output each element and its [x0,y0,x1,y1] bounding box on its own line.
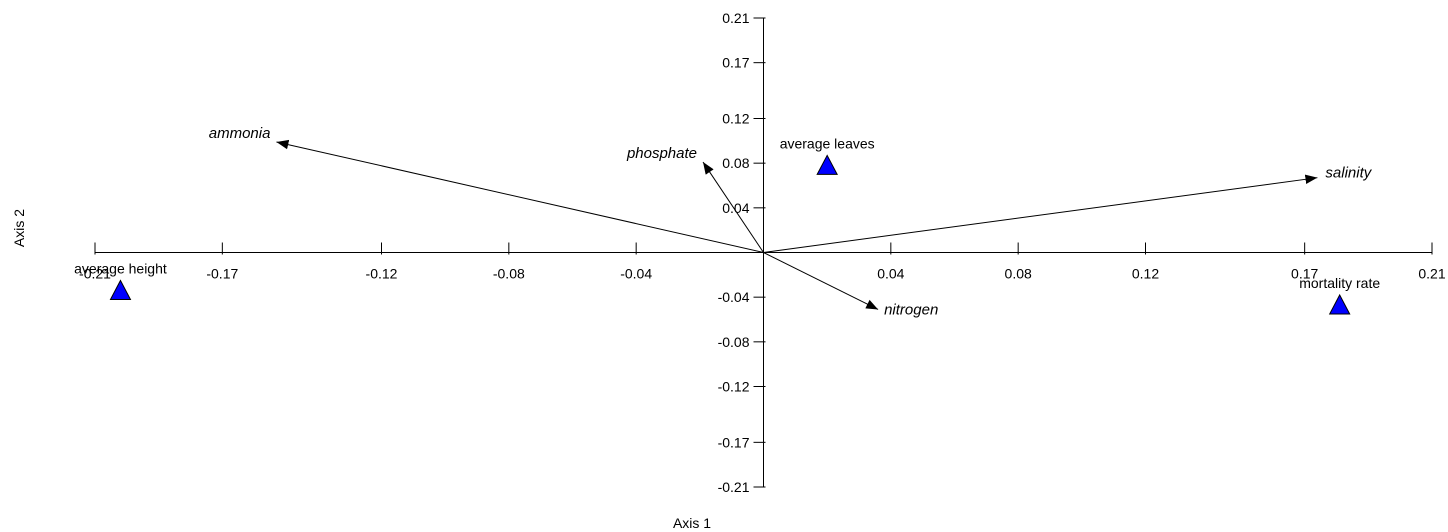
y-tick-label: 0.12 [722,111,749,127]
x-tick-label: 0.21 [1418,266,1445,282]
vector-arrow [763,252,879,310]
x-axis-title: Axis 1 [673,515,711,531]
point-label: average height [74,260,167,276]
y-tick-label: 0.08 [722,155,749,171]
point-label: mortality rate [1299,275,1380,291]
y-tick-label: -0.21 [718,479,750,495]
y-tick-label: -0.04 [718,289,750,305]
y-axis-title: Axis 2 [11,209,27,247]
vector-label: nitrogen [884,301,938,318]
x-tick-label: -0.04 [620,266,652,282]
y-tick-label: -0.08 [718,334,750,350]
vectors: ammonia phosphate salinity nitrogen [209,125,1373,319]
x-tick-label: -0.12 [366,266,398,282]
axes: -0.21 -0.17 -0.12 -0.08 -0.04 0.04 0.08 0.12 0.1… [79,10,1446,495]
x-tick-label: 0.17 [1291,266,1318,282]
point-marker [1328,293,1351,315]
point-label: average leaves [780,135,875,151]
y-tick-label: 0.21 [722,10,749,26]
x-tick-label: -0.21 [79,266,111,282]
x-tick-label: -0.08 [493,266,525,282]
vector-label: salinity [1325,165,1372,182]
vector-arrow [276,139,764,253]
y-tick-label: -0.17 [718,434,750,450]
x-tick-label: 0.12 [1132,266,1159,282]
y-tick-label: 0.17 [722,55,749,71]
y-tick-label: 0.04 [722,200,749,216]
point-marker [109,279,132,300]
x-tick-label: 0.04 [877,266,904,282]
vector-label: phosphate [626,145,697,162]
vector-arrow [702,161,764,253]
x-tick-label: 0.08 [1005,266,1032,282]
vector-arrow [763,174,1318,253]
y-tick-label: -0.12 [718,379,750,395]
x-tick-label: -0.17 [206,266,238,282]
points: average height average leaves mortality ra… [74,135,1380,315]
vector-label: ammonia [209,125,271,142]
point-marker [816,154,838,175]
